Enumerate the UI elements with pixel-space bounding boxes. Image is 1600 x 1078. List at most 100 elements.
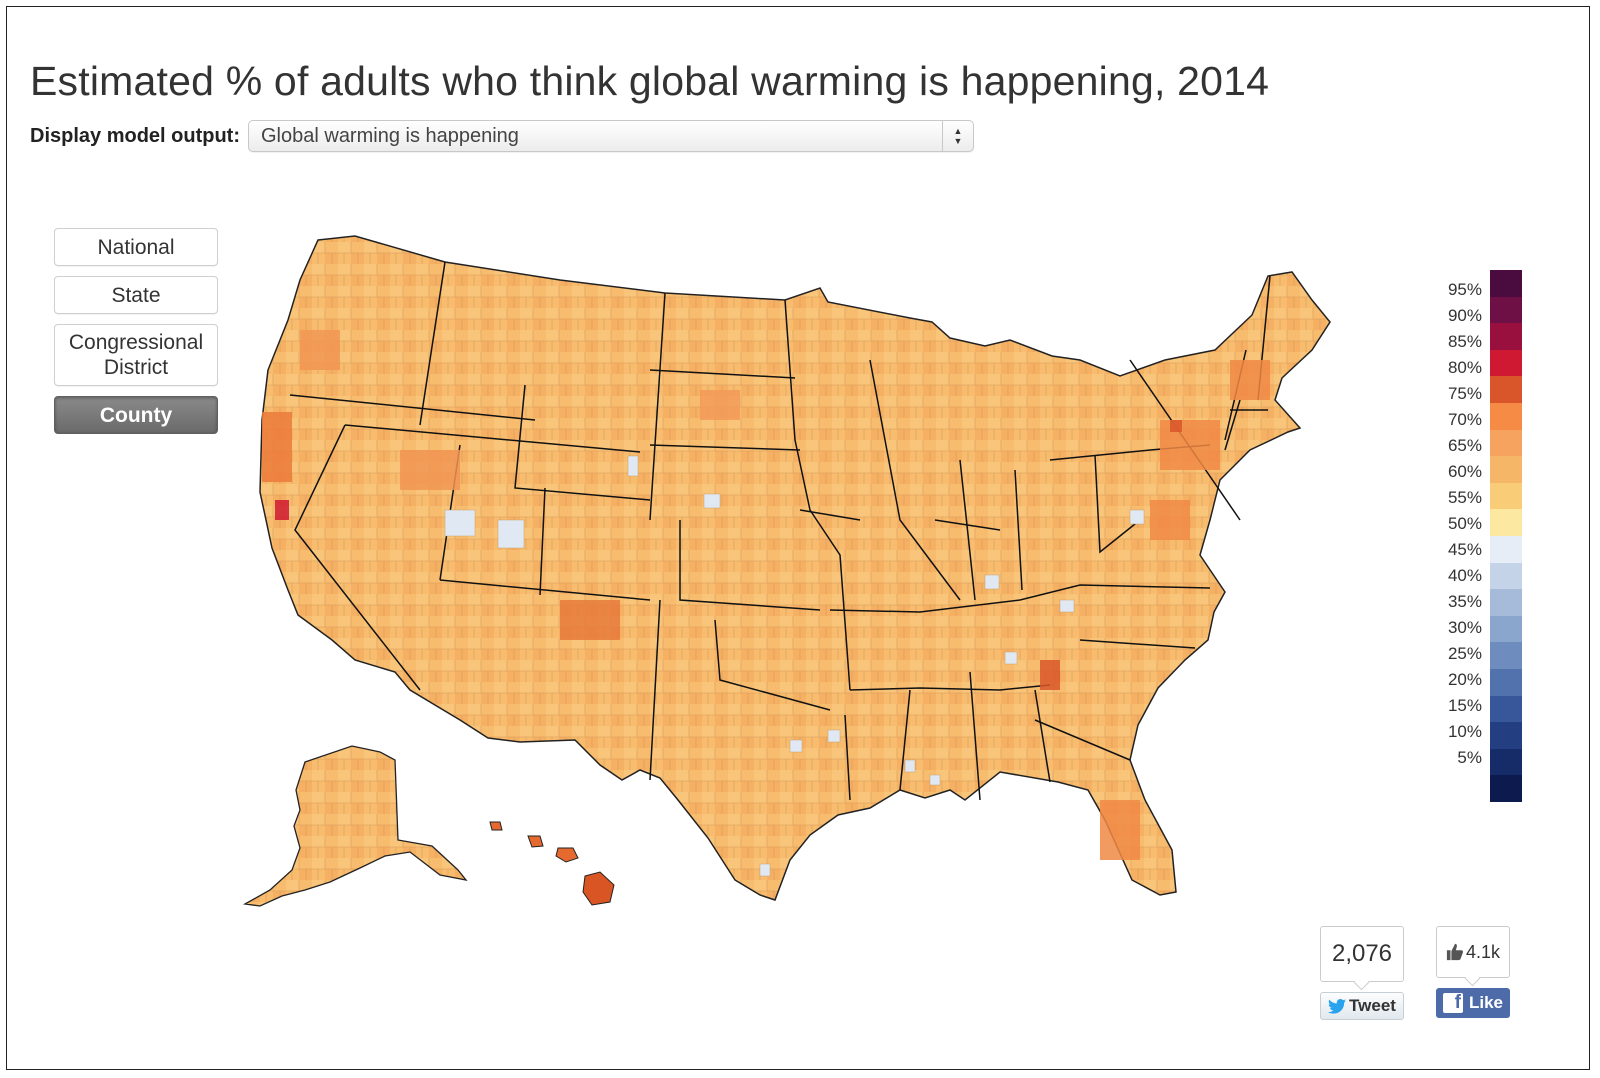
- state-border-line: [784, 299, 851, 691]
- legend-tick: 80%: [1447, 358, 1482, 377]
- model-output-row: Display model output: Global warming is …: [30, 118, 974, 154]
- state-border-line: [849, 684, 1051, 691]
- like-label: Like: [1468, 993, 1504, 1012]
- high-percentage-counties: [262, 330, 1270, 860]
- county-patch[interactable]: [1100, 800, 1140, 860]
- legend-tick: 95%: [1447, 280, 1482, 299]
- legend-swatch: [1490, 376, 1522, 403]
- contiguous-us-shape[interactable]: [259, 235, 1331, 901]
- hawaii-oahu: [527, 835, 544, 848]
- state-border-line: [439, 579, 651, 601]
- legend-swatch: [1490, 429, 1522, 457]
- legend-tick: 75%: [1447, 384, 1482, 403]
- county-patch[interactable]: [700, 390, 740, 420]
- state-button[interactable]: State: [54, 276, 218, 314]
- county-patch[interactable]: [262, 412, 292, 482]
- county-patch[interactable]: [627, 455, 639, 477]
- state-border-line: [419, 261, 446, 426]
- legend-swatch: [1490, 456, 1522, 483]
- legend-tick: 30%: [1447, 618, 1482, 637]
- state-border-line: [1079, 639, 1196, 649]
- twitter-bird-icon: [1328, 998, 1347, 1014]
- legend-swatch: [1490, 775, 1522, 802]
- like-count: 4.1k: [1465, 941, 1501, 962]
- legend-swatch: [1490, 296, 1522, 324]
- county-patch[interactable]: [444, 509, 476, 537]
- geography-buttons: National State Congressional District Co…: [54, 228, 218, 444]
- county-patch[interactable]: [560, 600, 620, 640]
- state-border-line: [514, 384, 651, 501]
- county-patch[interactable]: [984, 574, 1000, 590]
- legend-swatch: [1490, 695, 1522, 723]
- hawaii-kauai: [489, 821, 503, 831]
- state-border-line: [649, 444, 801, 451]
- legend-tick: 70%: [1447, 410, 1482, 429]
- county-patch[interactable]: [1160, 420, 1220, 470]
- like-count-box: 4.1k: [1436, 926, 1510, 978]
- county-patch[interactable]: [904, 759, 916, 773]
- hawaii-maui: [555, 847, 579, 863]
- national-button[interactable]: National: [54, 228, 218, 266]
- county-patch[interactable]: [1004, 651, 1018, 665]
- legend-tick: 65%: [1447, 436, 1482, 455]
- legend-swatch: [1490, 748, 1522, 776]
- state-border-line: [869, 359, 961, 601]
- page-title: Estimated % of adults who think global w…: [30, 58, 1270, 104]
- legend-tick: 90%: [1447, 306, 1482, 325]
- legend-tick: 20%: [1447, 670, 1482, 689]
- state-border-line: [1224, 399, 1241, 451]
- county-patch[interactable]: [759, 863, 771, 877]
- county-patch[interactable]: [1150, 500, 1190, 540]
- state-border-line: [289, 394, 536, 421]
- facebook-icon: f: [1442, 993, 1463, 1013]
- state-border-line: [1034, 719, 1131, 761]
- legend-swatch: [1490, 722, 1522, 749]
- state-border-line: [649, 292, 666, 521]
- tweet-label: Tweet: [1349, 996, 1396, 1015]
- thumbs-up-icon: [1446, 943, 1464, 961]
- county-patch[interactable]: [1059, 599, 1075, 613]
- model-output-select[interactable]: Global warming is happening ▲ ▼: [248, 120, 974, 152]
- congressional-district-button[interactable]: Congressional District: [54, 324, 218, 386]
- state-border-line: [1034, 689, 1051, 783]
- county-patch[interactable]: [300, 330, 340, 370]
- county-patch[interactable]: [827, 729, 841, 743]
- county-patch[interactable]: [789, 739, 803, 753]
- legend-swatch: [1490, 642, 1522, 669]
- legend-tick: 50%: [1447, 514, 1482, 533]
- county-button[interactable]: County: [54, 396, 218, 434]
- tweet-button[interactable]: Tweet: [1320, 992, 1404, 1020]
- county-patch[interactable]: [275, 500, 289, 520]
- tweet-count: 2,076: [1320, 926, 1404, 982]
- model-output-selected: Global warming is happening: [261, 125, 519, 147]
- legend-swatch: [1490, 402, 1522, 430]
- county-patch[interactable]: [400, 450, 460, 490]
- legend-tick: 45%: [1447, 540, 1482, 559]
- state-border-line: [344, 424, 641, 453]
- facebook-share: 4.1k f Like: [1436, 926, 1510, 1018]
- model-output-label: Display model output:: [30, 124, 240, 147]
- county-patch[interactable]: [497, 519, 525, 549]
- legend-tick: 55%: [1447, 488, 1482, 507]
- state-border-line: [959, 459, 976, 601]
- county-patch[interactable]: [929, 774, 941, 786]
- county-patch[interactable]: [1170, 420, 1182, 432]
- state-border-line: [679, 520, 821, 611]
- state-border-line: [829, 584, 1211, 613]
- alaska-shape: [242, 745, 468, 907]
- legend-swatch: [1490, 668, 1522, 696]
- county-patch[interactable]: [1230, 360, 1270, 400]
- twitter-share: 2,076 Tweet: [1320, 926, 1404, 1020]
- low-percentage-counties: [444, 455, 1145, 877]
- legend-tick: 85%: [1447, 332, 1482, 351]
- county-patch[interactable]: [1129, 509, 1145, 525]
- state-border-line: [539, 487, 546, 596]
- hawaii-big-island: [582, 871, 615, 906]
- like-button[interactable]: f Like: [1436, 988, 1510, 1018]
- county-patch[interactable]: [1040, 660, 1060, 690]
- county-patch[interactable]: [703, 493, 721, 509]
- legend-swatch: [1490, 562, 1522, 590]
- state-border-line: [1014, 469, 1023, 591]
- state-border-line: [799, 509, 861, 521]
